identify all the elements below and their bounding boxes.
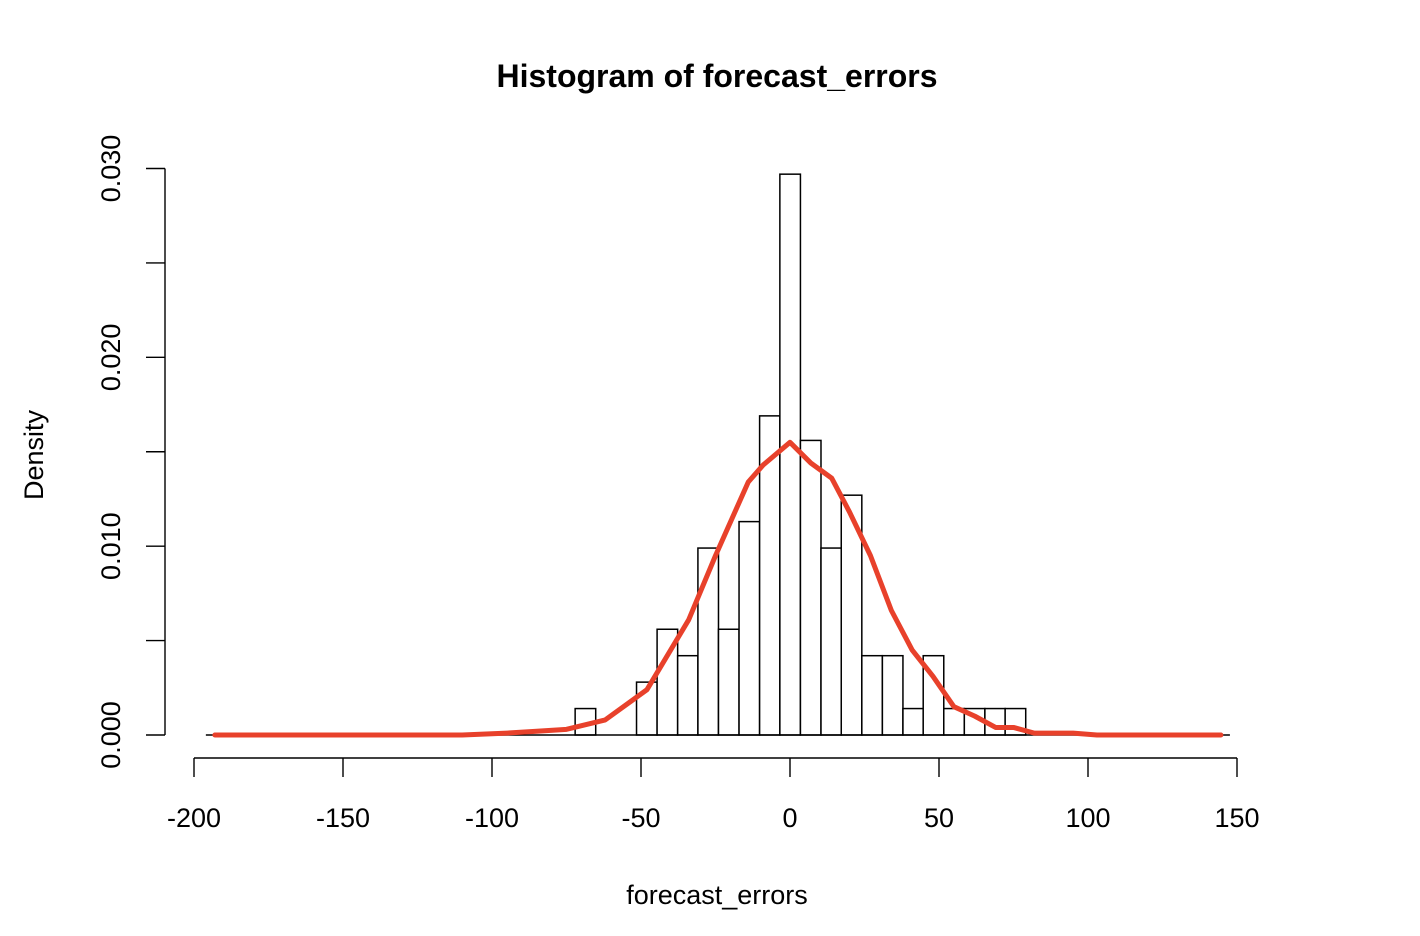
x-tick-label: -200 — [167, 803, 221, 833]
y-tick-label: 0.000 — [96, 701, 126, 769]
histogram-bar — [738, 520, 761, 736]
histogram-bars — [574, 173, 1027, 736]
histogram-bar — [779, 173, 802, 736]
histogram-bar — [676, 654, 699, 736]
histogram-bar — [717, 628, 740, 736]
histogram-bar — [799, 439, 822, 736]
x-tick-label: 50 — [924, 803, 954, 833]
x-tick-label: 100 — [1065, 803, 1110, 833]
histogram-bar — [820, 547, 843, 736]
histogram-bar — [902, 707, 924, 736]
x-axis-label: forecast_errors — [626, 880, 808, 910]
x-axis: -200 -150 -100 -50 0 50 100 150 — [167, 757, 1260, 833]
histogram-bar — [861, 654, 884, 736]
y-axis: 0.000 0.010 0.020 0.030 — [96, 135, 166, 769]
x-tick-label: -150 — [316, 803, 370, 833]
x-tick-label: 150 — [1214, 803, 1259, 833]
chart-title: Histogram of forecast_errors — [496, 58, 937, 94]
x-tick-label: -50 — [621, 803, 660, 833]
y-tick-label: 0.020 — [96, 324, 126, 392]
y-axis-label: Density — [19, 409, 49, 500]
y-tick-label: 0.030 — [96, 135, 126, 203]
x-tick-label: -100 — [465, 803, 519, 833]
density-curve — [212, 439, 1224, 738]
x-tick-label: 0 — [782, 803, 797, 833]
histogram-bar — [881, 654, 904, 736]
y-tick-label: 0.010 — [96, 512, 126, 580]
